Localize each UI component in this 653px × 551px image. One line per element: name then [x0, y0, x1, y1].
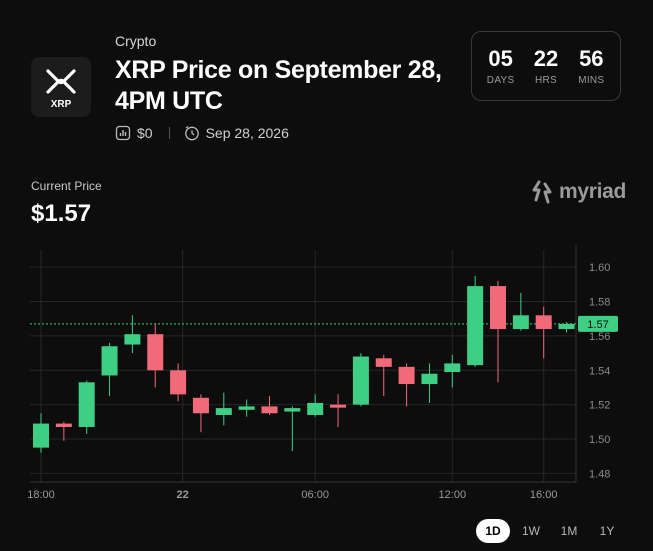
candle-body — [307, 402, 324, 415]
current-price-value: $1.57 — [31, 200, 92, 227]
market-category[interactable]: Crypto — [115, 33, 157, 49]
candle-body — [375, 358, 392, 367]
countdown-days-label: DAYS — [486, 75, 515, 86]
candle — [33, 413, 49, 453]
range-1y-button[interactable]: 1Y — [599, 524, 615, 538]
y-tick-label: 1.50 — [589, 434, 610, 446]
candle — [512, 292, 529, 331]
candle — [444, 354, 461, 388]
countdown-timer: 05 DAYS 22 HRS 56 MINS — [471, 31, 621, 101]
brand-name: myriad — [559, 180, 627, 203]
candle-body — [284, 408, 301, 412]
brand-logo[interactable]: myriad — [531, 180, 626, 204]
countdown-minutes: 56 MINS — [571, 46, 611, 86]
candle-body — [101, 346, 118, 376]
candle-body — [444, 363, 461, 373]
candle — [261, 396, 278, 415]
candle-body — [352, 356, 369, 405]
candle-body — [467, 286, 484, 366]
market-logo: XRP — [31, 57, 91, 117]
candle — [330, 394, 347, 428]
candle — [558, 322, 575, 333]
candle — [284, 406, 301, 452]
candle-body — [512, 315, 529, 330]
candle-body — [55, 423, 72, 428]
candle-body — [192, 397, 209, 414]
candle-body — [78, 382, 95, 428]
bar-chart-icon — [115, 125, 131, 141]
countdown-hours-label: HRS — [534, 75, 557, 86]
candle — [490, 280, 506, 383]
candle — [398, 363, 415, 407]
candle-body — [124, 334, 141, 345]
range-1m-button[interactable]: 1M — [560, 524, 578, 538]
candle — [101, 342, 118, 397]
candle — [215, 392, 232, 426]
current-price-badge — [578, 315, 618, 332]
range-selector: 1D 1W 1M 1Y — [476, 519, 628, 543]
candle-body — [170, 370, 187, 395]
current-price-label: Current Price — [31, 179, 102, 193]
countdown-minutes-value: 56 — [579, 46, 604, 71]
candle-body — [398, 366, 415, 385]
candle — [192, 394, 209, 433]
candle — [170, 363, 187, 402]
y-tick-label: 1.58 — [589, 297, 610, 309]
countdown-hours-value: 22 — [533, 46, 559, 71]
candle — [535, 306, 552, 359]
candle-body — [558, 323, 575, 330]
market-meta: $0 Sep 28, 2026 — [115, 125, 289, 141]
candle-body — [238, 406, 255, 410]
candle-body — [330, 404, 347, 408]
candle-body — [421, 373, 438, 385]
market-title: XRP Price on September 28, 4PM UTC — [115, 56, 442, 115]
candle-body — [33, 423, 49, 448]
candle — [147, 323, 164, 388]
candle — [352, 353, 369, 407]
candle-body — [535, 315, 552, 330]
countdown-hours: 22 HRS — [526, 46, 566, 86]
countdown-days: 05 DAYS — [481, 46, 521, 86]
candle — [375, 354, 392, 397]
myriad-logo-icon — [532, 180, 552, 204]
logo-text: XRP — [51, 99, 72, 110]
candle — [124, 315, 141, 354]
candle-body — [261, 406, 278, 414]
candle-body — [147, 334, 164, 371]
candle-body — [490, 286, 506, 330]
x-tick-label: 18:00 — [27, 489, 55, 501]
y-tick-label: 1.48 — [589, 468, 610, 480]
candle — [307, 394, 324, 417]
clock-icon — [184, 125, 200, 141]
price-chart[interactable]: 1.60 1.58 1.56 1.54 1.52 1.50 1.48 18:00 22 06:00… — [0, 245, 653, 510]
candle — [467, 275, 484, 367]
range-1w-button[interactable]: 1W — [522, 524, 540, 538]
volume-value: $0 — [137, 125, 153, 141]
x-tick-label: 22 — [177, 489, 189, 501]
xrp-logo-icon: XRP — [46, 69, 76, 110]
candle-body — [215, 408, 232, 415]
countdown-days-value: 05 — [488, 46, 513, 71]
x-tick-label: 06:00 — [301, 489, 329, 501]
y-tick-label: 1.54 — [589, 365, 610, 377]
end-date: Sep 28, 2026 — [205, 125, 289, 141]
range-1d-button[interactable]: 1D — [476, 519, 510, 543]
candle — [421, 363, 438, 403]
current-price-badge-label: 1.57 — [587, 319, 608, 331]
countdown-minutes-label: MINS — [578, 75, 605, 86]
y-tick-label: 1.60 — [589, 262, 610, 274]
meta-divider — [168, 127, 170, 139]
x-tick-label: 12:00 — [439, 489, 467, 501]
candle — [238, 399, 255, 417]
y-tick-label: 1.56 — [589, 331, 610, 343]
y-tick-label: 1.52 — [589, 400, 610, 412]
candle — [78, 380, 95, 434]
x-tick-label: 16:00 — [530, 489, 558, 501]
candle — [55, 421, 72, 441]
